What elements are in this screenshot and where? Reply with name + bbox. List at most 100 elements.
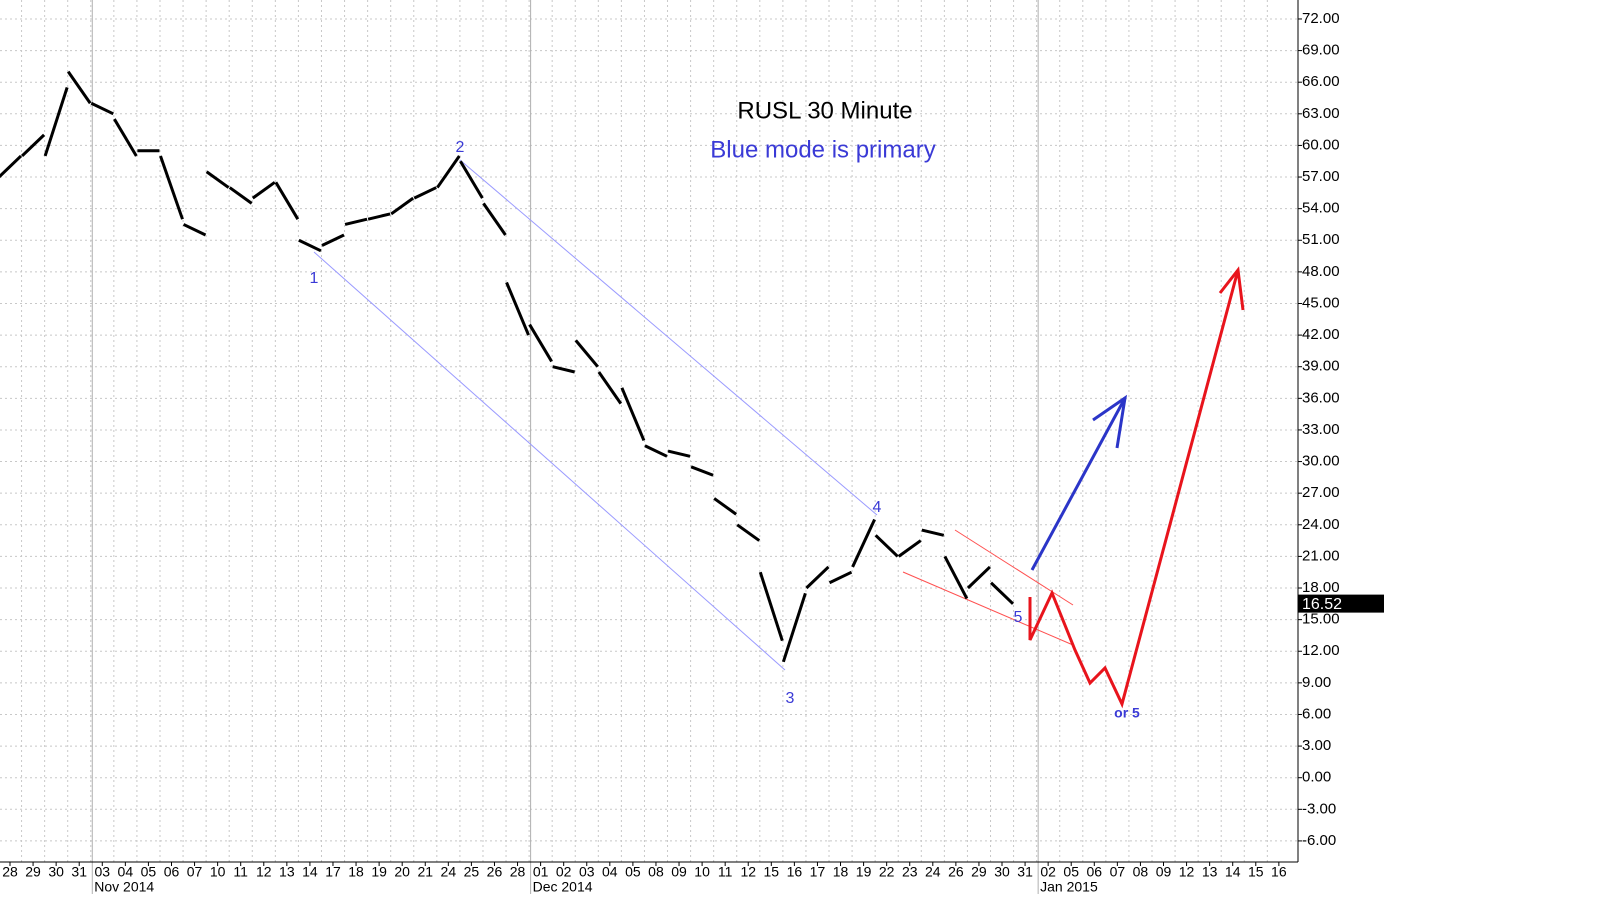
- x-tick-label: 23: [902, 864, 918, 880]
- x-tick-label: 06: [164, 864, 180, 880]
- y-tick-label: 60.00: [1302, 136, 1340, 153]
- channel-line: [313, 251, 786, 671]
- price-segment: [482, 202, 507, 236]
- x-tick-label: 16: [787, 864, 803, 880]
- x-tick-label: 05: [625, 864, 641, 880]
- x-tick-label: 13: [1202, 864, 1218, 880]
- price-segment: [528, 323, 553, 363]
- grid: [0, 0, 1298, 894]
- x-tick-label: 29: [971, 864, 987, 880]
- x-tick-label: 08: [648, 864, 664, 880]
- x-tick-label: 17: [810, 864, 826, 880]
- price-segment: [805, 565, 830, 590]
- y-tick-label: -6.00: [1302, 832, 1336, 849]
- y-tick-label: 54.00: [1302, 200, 1340, 217]
- price-segment: [505, 281, 530, 336]
- y-tick-label: 3.00: [1302, 737, 1331, 754]
- price-segment: [874, 534, 899, 558]
- price-segment: [43, 87, 69, 157]
- y-tick-label: 9.00: [1302, 674, 1331, 691]
- x-tick-label: 04: [118, 864, 134, 880]
- month-label: Jan 2015: [1040, 879, 1098, 895]
- forecast-arrow: [1030, 397, 1127, 571]
- x-tick-label: 07: [1110, 864, 1126, 880]
- y-tick-label: 15.00: [1302, 611, 1340, 628]
- x-tick-label: 10: [694, 864, 710, 880]
- x-tick-label: 06: [1087, 864, 1103, 880]
- wave-label: 2: [456, 139, 465, 156]
- x-tick-label: 28: [510, 864, 526, 880]
- x-tick-label: 14: [1225, 864, 1241, 880]
- x-tick-label: 12: [1179, 864, 1195, 880]
- y-tick-label: 24.00: [1302, 516, 1340, 533]
- y-tick-label: 18.00: [1302, 579, 1340, 596]
- x-tick-label: 12: [256, 864, 272, 880]
- price-segment: [758, 571, 784, 642]
- price-segment: [989, 581, 1015, 605]
- wave-label: 3: [786, 690, 795, 707]
- y-tick-label: 48.00: [1302, 263, 1340, 280]
- y-tick-label: 63.00: [1302, 105, 1340, 122]
- price-segment: [21, 133, 46, 158]
- x-tick-label: 15: [764, 864, 780, 880]
- x-tick-label: 09: [1156, 864, 1172, 880]
- price-segment: [828, 570, 853, 585]
- price-segment: [66, 70, 92, 105]
- x-tick-label: 30: [994, 864, 1010, 880]
- x-tick-label: 19: [856, 864, 872, 880]
- x-tick-label: 18: [833, 864, 849, 880]
- arrow-head: [1218, 266, 1245, 311]
- x-tick-label: 16: [1271, 864, 1287, 880]
- price-segment: [251, 181, 276, 200]
- x-tick-label: 05: [141, 864, 157, 880]
- x-tick-label: 03: [94, 864, 110, 880]
- price-segment: [113, 118, 138, 157]
- y-tick-label: 72.00: [1302, 10, 1340, 27]
- price-segment: [943, 555, 969, 600]
- y-tick-label: 12.00: [1302, 642, 1340, 659]
- x-tick-label: 18: [348, 864, 364, 880]
- price-segment: [159, 155, 184, 220]
- arrow-head: [1092, 394, 1128, 449]
- x-tick-label: 21: [417, 864, 433, 880]
- x-tick-label: 30: [48, 864, 64, 880]
- wave-label: 4: [873, 499, 882, 516]
- y-tick-label: 69.00: [1302, 42, 1340, 59]
- price-segment: [205, 170, 230, 189]
- x-tick-label: 22: [879, 864, 895, 880]
- y-tick-label: 6.00: [1302, 705, 1331, 722]
- price-segment: [367, 212, 391, 221]
- x-tick-label: 04: [602, 864, 618, 880]
- y-tick-label: 36.00: [1302, 389, 1340, 406]
- price-segment: [597, 371, 623, 405]
- price-segment: [574, 339, 599, 368]
- chart-title: RUSL 30 Minute: [737, 97, 912, 124]
- price-segment: [390, 196, 415, 216]
- price-segment: [921, 528, 945, 537]
- x-tick-label: 02: [556, 864, 572, 880]
- x-tick-label: 13: [279, 864, 295, 880]
- channel-line: [459, 159, 878, 516]
- x-tick-label: 02: [1040, 864, 1056, 880]
- x-tick-label: 25: [464, 864, 480, 880]
- y-tick-label: 42.00: [1302, 326, 1340, 343]
- y-tick-label: 66.00: [1302, 73, 1340, 90]
- x-tick-label: 10: [210, 864, 226, 880]
- x-tick-label: 01: [533, 864, 549, 880]
- x-tick-label: 07: [187, 864, 203, 880]
- x-tick-label: 29: [25, 864, 41, 880]
- y-tick-label: 39.00: [1302, 358, 1340, 375]
- x-tick-label: 17: [325, 864, 341, 880]
- x-tick-label: 26: [487, 864, 503, 880]
- x-tick-label: 31: [71, 864, 87, 880]
- price-segment: [182, 223, 207, 237]
- x-tick-label: 15: [1248, 864, 1264, 880]
- x-tick-label: 31: [1017, 864, 1033, 880]
- price-segment: [690, 465, 714, 477]
- x-tick-label: 11: [718, 864, 733, 880]
- y-tick-label: 45.00: [1302, 294, 1340, 311]
- price-segment: [667, 449, 691, 458]
- wedge-line: [902, 571, 1074, 646]
- x-tick-label: 20: [394, 864, 410, 880]
